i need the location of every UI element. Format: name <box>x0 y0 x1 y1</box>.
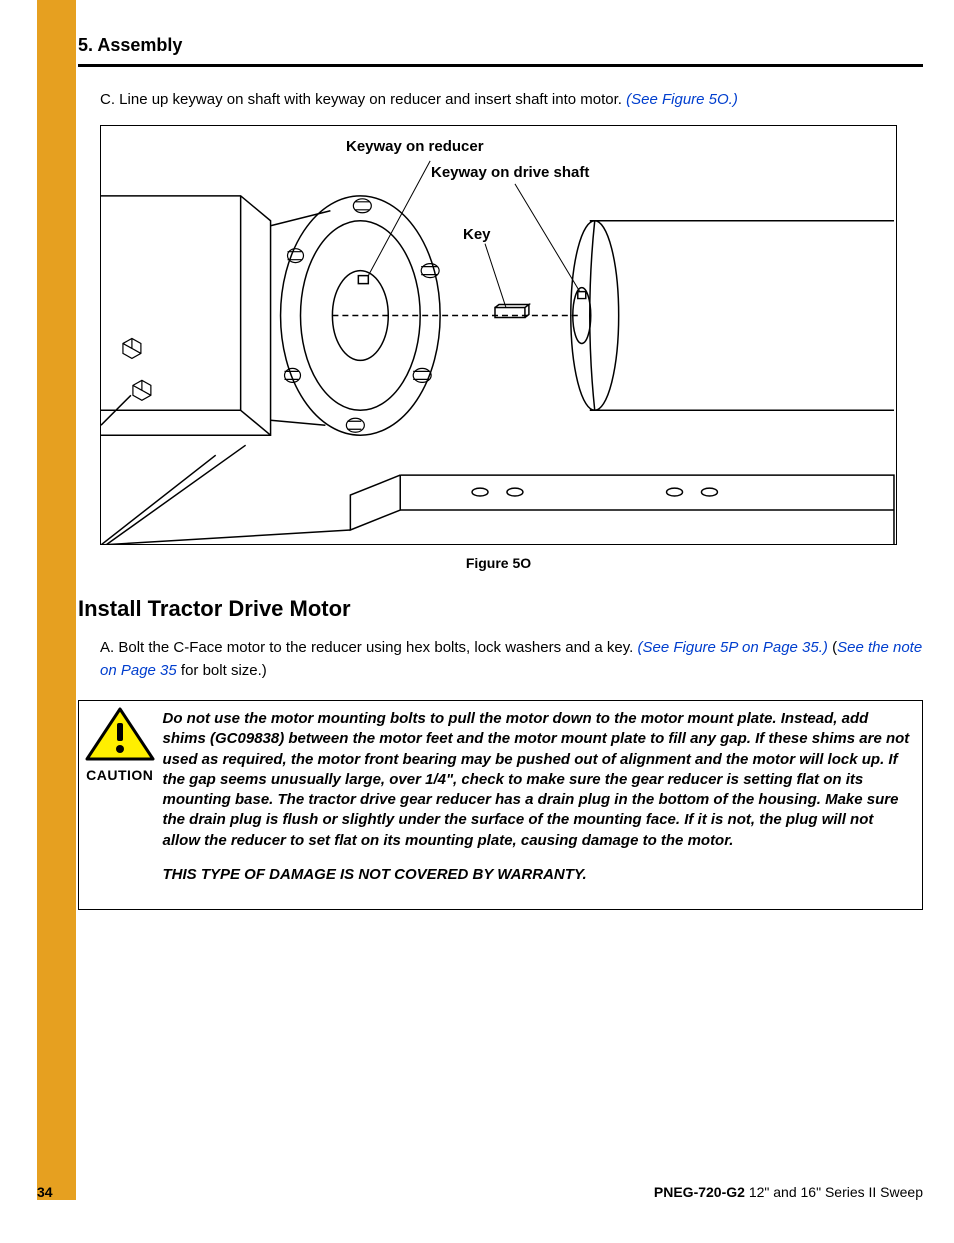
footer-doc-title: PNEG-720-G2 12" and 16" Series II Sweep <box>654 1184 923 1200</box>
footer-doc-desc: 12" and 16" Series II Sweep <box>745 1184 923 1200</box>
footer-doc-code: PNEG-720-G2 <box>654 1184 745 1200</box>
label-key: Key <box>463 226 491 243</box>
caution-text-cell: Do not use the motor mounting bolts to p… <box>161 701 923 910</box>
section-heading: 5. Assembly <box>78 35 923 64</box>
caution-body: Do not use the motor mounting bolts to p… <box>163 709 911 851</box>
figure-diagram <box>101 126 896 545</box>
step-c: C. Line up keyway on shaft with keyway o… <box>100 89 923 110</box>
step-a: A. Bolt the C-Face motor to the reducer … <box>100 637 923 682</box>
side-accent-bar <box>37 0 76 1200</box>
section-name: Assembly <box>97 35 182 55</box>
caution-triangle-icon <box>85 707 155 762</box>
step-c-text: Line up keyway on shaft with keyway on r… <box>119 91 622 108</box>
figure-5o: Keyway on reducer Keyway on drive shaft … <box>100 125 897 545</box>
step-c-letter: C. <box>100 91 115 108</box>
caution-label: CAUTION <box>81 767 159 783</box>
caution-box: CAUTION Do not use the motor mounting bo… <box>78 700 923 910</box>
step-a-letter: A. <box>100 639 114 656</box>
label-keyway-reducer: Keyway on reducer <box>346 138 484 155</box>
step-c-figure-link[interactable]: (See Figure 5O.) <box>626 91 738 108</box>
step-a-tail: for bolt size.) <box>177 662 267 679</box>
caution-warranty: THIS TYPE OF DAMAGE IS NOT COVERED BY WA… <box>163 865 911 885</box>
subsection-heading: Install Tractor Drive Motor <box>78 596 923 622</box>
page-footer: 34 PNEG-720-G2 12" and 16" Series II Swe… <box>37 1184 923 1200</box>
step-a-text: Bolt the C-Face motor to the reducer usi… <box>118 639 633 656</box>
figure-caption: Figure 5O <box>100 555 897 571</box>
page-number: 34 <box>37 1184 53 1200</box>
caution-icon-cell: CAUTION <box>79 701 161 910</box>
label-keyway-shaft: Keyway on drive shaft <box>431 164 589 181</box>
heading-rule <box>78 64 923 67</box>
step-a-link-1[interactable]: (See Figure 5P on Page 35.) <box>638 639 828 656</box>
section-number: 5. <box>78 35 93 55</box>
page-content: 5. Assembly C. Line up keyway on shaft w… <box>78 35 923 910</box>
